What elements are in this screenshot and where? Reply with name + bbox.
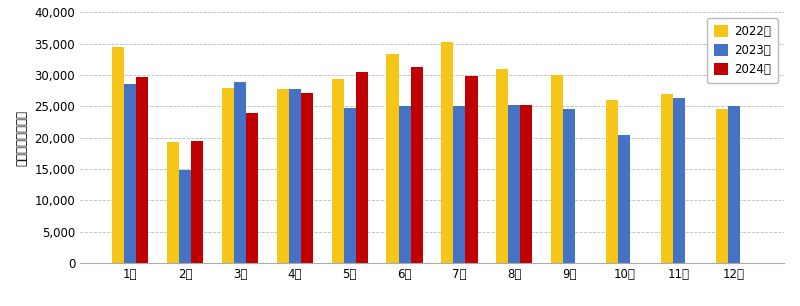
Bar [442,42,454,263]
Bar [344,108,356,263]
Bar [124,84,136,263]
Bar [728,106,740,263]
Y-axis label: 出口额（万美元）: 出口额（万美元） [16,110,29,166]
Bar [398,106,410,263]
Bar [386,54,398,263]
Bar [508,105,520,263]
Bar [136,77,148,263]
Bar [673,98,685,263]
Bar [289,89,301,263]
Bar [356,73,368,263]
Bar [179,170,191,263]
Bar [222,88,234,263]
Bar [167,142,179,263]
Bar [466,76,478,263]
Bar [606,100,618,263]
Bar [563,110,575,263]
Bar [234,83,246,263]
Bar [246,113,258,263]
Bar [716,110,728,263]
Bar [331,79,344,263]
Bar [410,67,422,263]
Bar [277,89,289,263]
Bar [112,47,124,263]
Bar [301,92,313,263]
Bar [551,75,563,263]
Bar [496,69,508,263]
Legend: 2022年, 2023年, 2024年: 2022年, 2023年, 2024年 [707,18,778,83]
Bar [520,105,533,263]
Bar [454,106,466,263]
Bar [618,135,630,263]
Bar [661,94,673,263]
Bar [191,141,203,263]
